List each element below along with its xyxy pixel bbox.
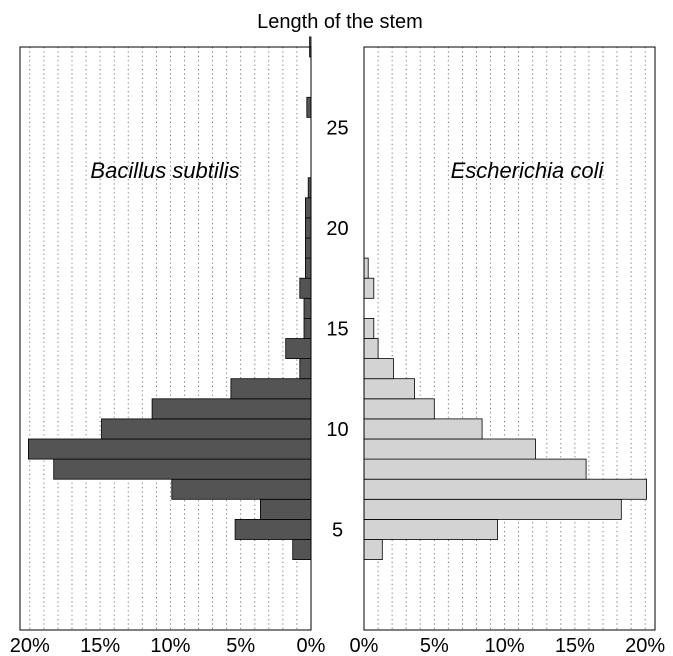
bar-left-16 [303, 297, 312, 319]
bar-left-14 [285, 338, 312, 360]
bar-right-6 [363, 498, 622, 520]
bar-left-17 [299, 277, 312, 299]
bar-right-4 [363, 539, 383, 561]
bar-right-10 [363, 418, 483, 440]
bar-right-9 [363, 438, 536, 460]
bar-right-18 [363, 257, 369, 279]
chart-title: Length of the stem [257, 11, 423, 33]
bar-right-13 [363, 358, 394, 380]
bar-left-7 [171, 478, 312, 500]
bar-left-15 [303, 317, 312, 339]
bar-left-11 [151, 398, 312, 420]
x-tick-label-right: 0% [350, 635, 379, 656]
x-tick-label-right: 5% [420, 635, 449, 656]
bar-left-12 [230, 378, 312, 400]
bar-left-5 [234, 519, 312, 540]
x-tick-label-left: 10% [150, 635, 190, 656]
bar-left-8 [53, 458, 312, 480]
bar-left-13 [299, 358, 312, 380]
bar-right-5 [363, 519, 499, 540]
bar-left-6 [259, 498, 312, 520]
x-tick-label-right: 20% [625, 635, 665, 656]
bar-right-8 [363, 458, 587, 480]
panel-label-left: Bacillus subtilis [90, 158, 239, 183]
bar-left-4 [292, 539, 312, 561]
bar-right-17 [363, 277, 375, 299]
left-panel: Bacillus subtilis 0% 5% 10% 15% 20% [10, 36, 326, 656]
x-tick-label-left: 5% [226, 635, 255, 656]
y-tick-label: 10 [326, 419, 348, 441]
bar-right-12 [363, 378, 415, 400]
bar-left-20 [304, 217, 312, 239]
bar-right-15 [363, 317, 375, 339]
panel-label-right: Escherichia coli [451, 158, 605, 183]
bar-left-19 [304, 237, 312, 259]
bar-right-14 [363, 338, 379, 360]
bar-right-7 [363, 478, 648, 500]
bar-left-26 [306, 96, 312, 118]
y-tick-label: 15 [326, 318, 348, 340]
y-tick-label: 25 [326, 117, 348, 139]
bar-left-21 [304, 197, 312, 219]
bar-left-18 [304, 257, 312, 279]
bar-left-10 [101, 418, 312, 440]
x-tick-label-left: 20% [10, 635, 50, 656]
y-tick-label: 5 [332, 520, 343, 542]
bar-left-9 [27, 438, 312, 460]
x-tick-label-right: 10% [485, 635, 525, 656]
x-tick-label-left: 0% [297, 635, 326, 656]
bar-right-11 [363, 398, 435, 420]
plot-frame-left [19, 46, 312, 631]
plot-frame-right [363, 46, 656, 631]
x-tick-label-right: 15% [555, 635, 595, 656]
y-axis-tick-labels: 5 10 15 20 25 [326, 117, 348, 541]
right-panel: Escherichia coli 0% 5% 10% 15% 20% [350, 46, 665, 656]
y-tick-label: 20 [326, 218, 348, 240]
x-tick-label-left: 15% [80, 635, 120, 656]
